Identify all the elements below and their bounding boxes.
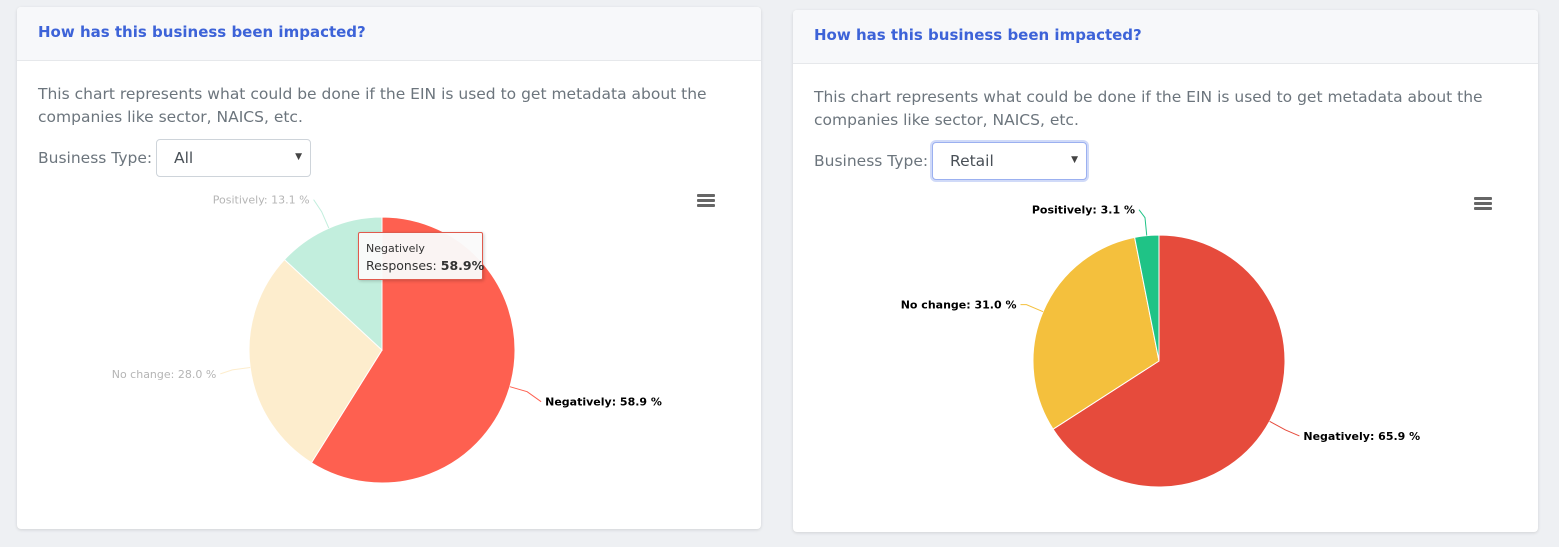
card-header: How has this business been impacted?: [793, 10, 1538, 64]
tooltip-title: Negatively: [366, 242, 425, 255]
card-title: How has this business been impacted?: [814, 26, 1142, 44]
label-connector: [1020, 304, 1044, 313]
pie-slice-no-change[interactable]: [248, 258, 383, 464]
business-type-value: Retail: [950, 152, 994, 170]
data-label: Negatively: 58.9 %: [545, 396, 662, 409]
card-title: How has this business been impacted?: [38, 23, 366, 41]
label-connector: [509, 386, 542, 403]
pie-slice-no-change[interactable]: [1032, 236, 1160, 430]
chart-description: This chart represents what could be done…: [814, 88, 1483, 129]
label-connector: [1269, 420, 1300, 437]
tooltip-value: 58.9%: [440, 258, 485, 273]
data-label: Positively: 3.1 %: [1032, 204, 1135, 217]
chevron-down-icon: ▼: [295, 152, 302, 162]
pie-chart: Negatively: 58.9 % No change: 28.0 % Posit…: [112, 194, 662, 484]
business-type-label: Business Type:: [38, 149, 153, 167]
hamburger-menu-icon[interactable]: [1474, 197, 1492, 211]
pie-chart: Negatively: 65.9 % No change: 31.0 % Posit…: [901, 204, 1420, 488]
chart-description: This chart represents what could be done…: [38, 85, 707, 126]
card-header: How has this business been impacted?: [17, 7, 761, 61]
hamburger-menu-icon[interactable]: [697, 194, 715, 208]
chart-card-retail: How has this business been impacted? Thi…: [793, 10, 1538, 532]
data-label: No change: 28.0 %: [112, 368, 217, 381]
chevron-down-icon: ▼: [1071, 155, 1078, 165]
label-connector: [313, 199, 330, 229]
chart-tooltip: Negatively Responses: 58.9%: [358, 232, 484, 280]
pie-slice-positively[interactable]: [1134, 234, 1160, 362]
business-type-label: Business Type:: [814, 152, 929, 170]
business-type-value: All: [174, 149, 194, 167]
business-type-select[interactable]: All ▼: [156, 139, 311, 177]
business-type-select[interactable]: Retail ▼: [932, 142, 1087, 180]
chart-card-all: How has this business been impacted? Thi…: [17, 7, 761, 529]
tooltip-series: Responses:: [366, 258, 437, 273]
label-connector: [1138, 209, 1148, 236]
data-label: Negatively: 65.9 %: [1303, 430, 1420, 443]
data-label: Positively: 13.1 %: [213, 194, 310, 207]
data-label: No change: 31.0 %: [901, 299, 1017, 312]
tooltip-row: Responses: 58.9%: [366, 258, 484, 273]
label-connector: [220, 367, 251, 375]
